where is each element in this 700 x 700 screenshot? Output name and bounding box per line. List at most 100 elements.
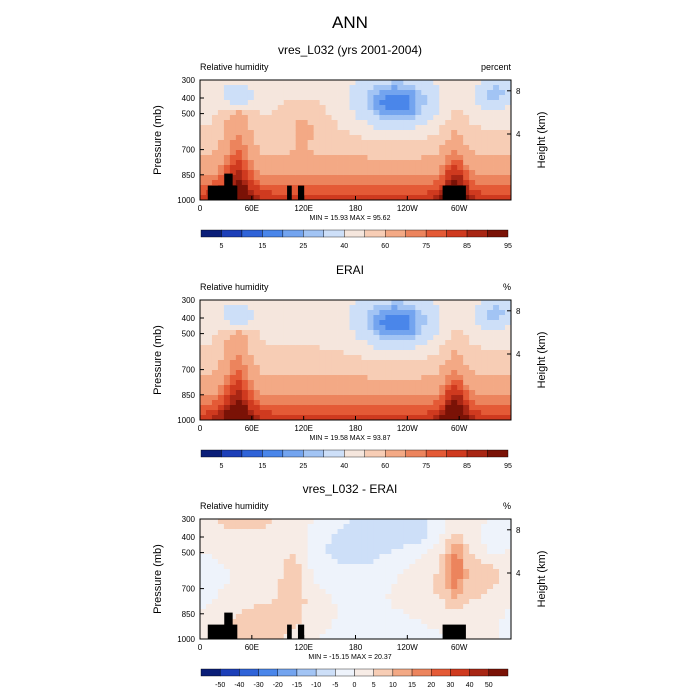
field-cell (469, 125, 476, 131)
field-cell (241, 569, 249, 575)
field-cell (475, 135, 482, 141)
field-cell (200, 380, 207, 386)
field-cell (307, 365, 315, 371)
field-cell (283, 549, 291, 555)
field-cell (361, 395, 368, 401)
field-cell (379, 634, 386, 640)
field-cell (205, 549, 213, 555)
field-cell (313, 554, 321, 560)
field-cell (349, 594, 356, 600)
field-cell (343, 130, 350, 136)
field-cell (427, 609, 434, 615)
field-cell (403, 609, 410, 615)
field-cell (373, 90, 380, 96)
field-cell (295, 519, 303, 525)
field-cell (451, 395, 458, 401)
field-cell (385, 165, 392, 171)
field-cell (265, 110, 273, 116)
field-cell (337, 390, 344, 396)
field-cell (475, 619, 482, 625)
field-cell (499, 340, 506, 346)
field-cell (331, 340, 338, 346)
field-cell (355, 554, 362, 560)
y-tick-label: 850 (182, 171, 196, 180)
field-cell (235, 410, 243, 416)
field-cell (433, 310, 440, 316)
field-cell (433, 405, 440, 411)
field-cell (253, 519, 261, 525)
field-cell (265, 589, 273, 595)
field-cell (247, 180, 255, 186)
field-cell (457, 165, 464, 171)
field-cell (433, 380, 440, 386)
field-cell (463, 609, 470, 615)
field-cell (463, 395, 470, 401)
field-cell (469, 195, 476, 201)
field-cell (253, 624, 261, 630)
field-cell (337, 564, 344, 570)
field-cell (433, 95, 440, 101)
field-cell (349, 350, 356, 356)
field-cell (349, 534, 356, 540)
field-cell (409, 524, 416, 530)
field-cell (439, 340, 446, 346)
field-cell (247, 569, 255, 575)
field-cell (229, 405, 237, 411)
field-cell (241, 160, 249, 166)
field-cell (277, 375, 285, 381)
field-cell (229, 345, 237, 351)
field-cell (415, 415, 422, 421)
colorbar-box (241, 449, 263, 458)
field-cell (277, 405, 285, 411)
field-cell (331, 305, 338, 311)
field-cell (427, 574, 434, 580)
field-cell (469, 120, 476, 126)
field-cell (373, 175, 380, 181)
field-cell (349, 125, 356, 131)
field-cell (349, 115, 356, 121)
field-cell (253, 390, 261, 396)
field-cell (499, 150, 506, 156)
figure-title: ANN (332, 13, 368, 32)
field-cell (433, 400, 440, 406)
field-cell (481, 345, 488, 351)
field-cell (331, 559, 338, 565)
field-cell (397, 305, 404, 311)
field-cell (343, 115, 350, 121)
field-cell (391, 395, 398, 401)
field-cell (439, 559, 446, 565)
field-cell (295, 574, 303, 580)
field-cell (247, 400, 255, 406)
field-cell (397, 125, 404, 131)
field-cell (271, 150, 279, 156)
field-cell (235, 190, 243, 196)
field-cell (217, 150, 225, 156)
field-cell (259, 544, 267, 550)
field-cell (337, 589, 344, 595)
field-cell (415, 310, 422, 316)
field-cell (427, 85, 434, 91)
field-cell (355, 305, 362, 311)
field-cell (289, 350, 297, 356)
field-cell (313, 594, 321, 600)
field-cell (397, 624, 404, 630)
field-cell (325, 335, 332, 341)
field-cell (313, 589, 321, 595)
field-cell (499, 529, 506, 535)
field-cell (265, 400, 273, 406)
field-cell (337, 534, 344, 540)
field-cell (475, 155, 482, 161)
field-cell (253, 360, 261, 366)
field-cell (475, 415, 482, 421)
field-cell (247, 360, 255, 366)
field-cell (391, 85, 398, 91)
field-cell (325, 320, 332, 326)
field-cell (469, 145, 476, 151)
y-tick-label: 500 (182, 110, 196, 119)
field-cell (229, 350, 237, 356)
field-cell (391, 175, 398, 181)
field-cell (283, 120, 291, 126)
field-cell (241, 155, 249, 161)
field-cell (391, 300, 398, 306)
field-cell (427, 534, 434, 540)
